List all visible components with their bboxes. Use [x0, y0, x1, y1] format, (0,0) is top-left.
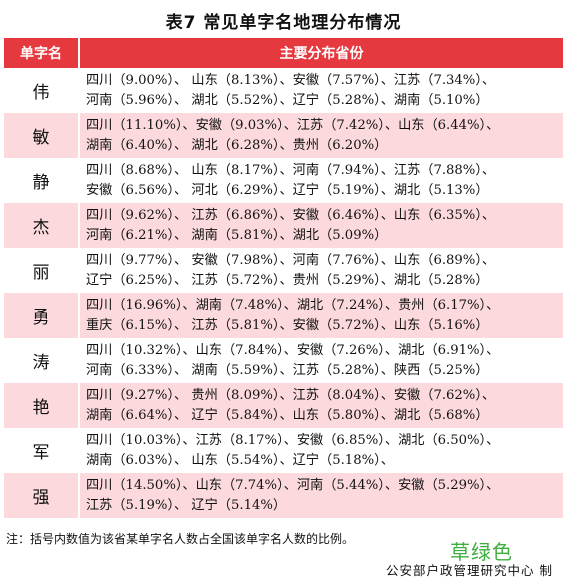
- header-provinces: 主要分布省份: [79, 38, 563, 68]
- table-row: 军 四川（10.03%）、江苏（8.17%）、安徽（6.85%）、湖北（6.50…: [4, 428, 563, 473]
- provinces-line-2: 河南（5.96%）、 湖北（5.52%）、辽宁（5.28%）、湖南（5.10%）: [86, 92, 489, 108]
- provinces-line-2: 湖南（6.03%）、 山东（5.54%）、辽宁（5.18%）、: [86, 452, 394, 468]
- header-name: 单字名: [4, 38, 80, 68]
- provinces-line-2: 河南（6.33%）、 湖南（5.59%）、江苏（5.28%）、陕西（5.25%）: [86, 362, 489, 378]
- row-name: 艳: [4, 383, 80, 428]
- provinces-line-1: 四川（10.03%）、江苏（8.17%）、安徽（6.85%）、湖北（6.50%）…: [86, 432, 500, 448]
- provinces-line-1: 四川（9.77%）、 安徽（7.98%）、河南（7.76%）、山东（6.89%）…: [86, 252, 496, 268]
- provinces-line-2: 安徽（6.56%）、 河北（6.29%）、辽宁（5.19%）、湖北（5.13%）: [86, 182, 489, 198]
- provinces-line-1: 四川（9.62%）、 江苏（6.86%）、安徽（6.46%）、山东（6.35%）…: [86, 207, 496, 223]
- name-distribution-table: 单字名 主要分布省份 伟 四川（9.00%）、 山东（8.13%）、安徽（7.5…: [4, 38, 563, 518]
- table-row: 涛 四川（10.32%）、山东（7.84%）、安徽（7.26%）、湖北（6.91…: [4, 338, 563, 383]
- table-header-row: 单字名 主要分布省份: [4, 38, 563, 68]
- provinces-line-1: 四川（10.32%）、山东（7.84%）、安徽（7.26%）、湖北（6.91%）…: [86, 342, 500, 358]
- row-provinces: 四川（14.50%）、山东（7.74%）、河南（5.44%）、安徽（5.29%）…: [79, 473, 563, 518]
- provinces-line-1: 四川（14.50%）、山东（7.74%）、河南（5.44%）、安徽（5.29%）…: [86, 477, 500, 493]
- table-row: 静 四川（8.68%）、 山东（8.17%）、河南（7.94%）、江苏（7.88…: [4, 158, 563, 203]
- provinces-line-2: 湖南（6.64%）、 辽宁（5.84%）、山东（5.80%）、湖北（5.68%）: [86, 407, 489, 423]
- row-provinces: 四川（9.62%）、 江苏（6.86%）、安徽（6.46%）、山东（6.35%）…: [79, 203, 563, 248]
- provinces-line-2: 河南（6.21%）、 湖南（5.81%）、湖北（5.09%）: [86, 227, 388, 243]
- table-title: 表7 常见单字名地理分布情况: [165, 13, 402, 33]
- row-provinces: 四川（8.68%）、 山东（8.17%）、河南（7.94%）、江苏（7.88%）…: [79, 158, 563, 203]
- row-name: 涛: [4, 338, 80, 383]
- provinces-line-1: 四川（9.00%）、 山东（8.13%）、安徽（7.57%）、江苏（7.34%）…: [86, 72, 496, 88]
- row-provinces: 四川（11.10%）、安徽（9.03%）、江苏（7.42%）、山东（6.44%）…: [79, 113, 563, 158]
- source-credit: 公安部户政管理研究中心 制: [386, 563, 553, 578]
- provinces-line-1: 四川（9.27%）、 贵州（8.09%）、江苏（8.04%）、安徽（7.62%）…: [86, 387, 496, 403]
- row-name: 伟: [4, 68, 80, 113]
- provinces-line-2: 重庆（6.15%）、 江苏（5.81%）、安徽（5.72%）、山东（5.16%）: [86, 317, 489, 333]
- provinces-line-1: 四川（11.10%）、安徽（9.03%）、江苏（7.42%）、山东（6.44%）…: [86, 117, 500, 133]
- row-name: 军: [4, 428, 80, 473]
- provinces-line-1: 四川（8.68%）、 山东（8.17%）、河南（7.94%）、江苏（7.88%）…: [86, 162, 496, 178]
- table-row: 强 四川（14.50%）、山东（7.74%）、河南（5.44%）、安徽（5.29…: [4, 473, 563, 518]
- row-provinces: 四川（9.00%）、 山东（8.13%）、安徽（7.57%）、江苏（7.34%）…: [79, 68, 563, 113]
- row-name: 敏: [4, 113, 80, 158]
- row-name: 勇: [4, 293, 80, 338]
- row-name: 丽: [4, 248, 80, 293]
- provinces-line-2: 湖南（6.40%）、 湖北（6.28%）、贵州（6.20%）: [86, 137, 388, 153]
- provinces-line-2: 江苏（5.19%）、 辽宁（5.14%）: [86, 497, 287, 513]
- provinces-line-1: 四川（16.96%）、湖南（7.48%）、湖北（7.24%）、贵州（6.17%）…: [86, 297, 500, 313]
- row-provinces: 四川（9.27%）、 贵州（8.09%）、江苏（8.04%）、安徽（7.62%）…: [79, 383, 563, 428]
- row-name: 强: [4, 473, 80, 518]
- row-name: 静: [4, 158, 80, 203]
- table-row: 艳 四川（9.27%）、 贵州（8.09%）、江苏（8.04%）、安徽（7.62…: [4, 383, 563, 428]
- row-provinces: 四川（9.77%）、 安徽（7.98%）、河南（7.76%）、山东（6.89%）…: [79, 248, 563, 293]
- footnote: 注：括号内数值为该省某单字名人数占全国该单字名人数的比例。: [6, 532, 355, 546]
- row-name: 杰: [4, 203, 80, 248]
- row-provinces: 四川（10.03%）、江苏（8.17%）、安徽（6.85%）、湖北（6.50%）…: [79, 428, 563, 473]
- provinces-line-2: 辽宁（6.25%）、 江苏（5.72%）、贵州（5.29%）、湖北（5.28%）: [86, 272, 489, 288]
- row-provinces: 四川（10.32%）、山东（7.84%）、安徽（7.26%）、湖北（6.91%）…: [79, 338, 563, 383]
- table-row: 杰 四川（9.62%）、 江苏（6.86%）、安徽（6.46%）、山东（6.35…: [4, 203, 563, 248]
- row-provinces: 四川（16.96%）、湖南（7.48%）、湖北（7.24%）、贵州（6.17%）…: [79, 293, 563, 338]
- table-row: 敏 四川（11.10%）、安徽（9.03%）、江苏（7.42%）、山东（6.44…: [4, 113, 563, 158]
- watermark: 草绿色: [450, 540, 513, 564]
- table-row: 伟 四川（9.00%）、 山东（8.13%）、安徽（7.57%）、江苏（7.34…: [4, 68, 563, 113]
- table-row: 勇 四川（16.96%）、湖南（7.48%）、湖北（7.24%）、贵州（6.17…: [4, 293, 563, 338]
- table-row: 丽 四川（9.77%）、 安徽（7.98%）、河南（7.76%）、山东（6.89…: [4, 248, 563, 293]
